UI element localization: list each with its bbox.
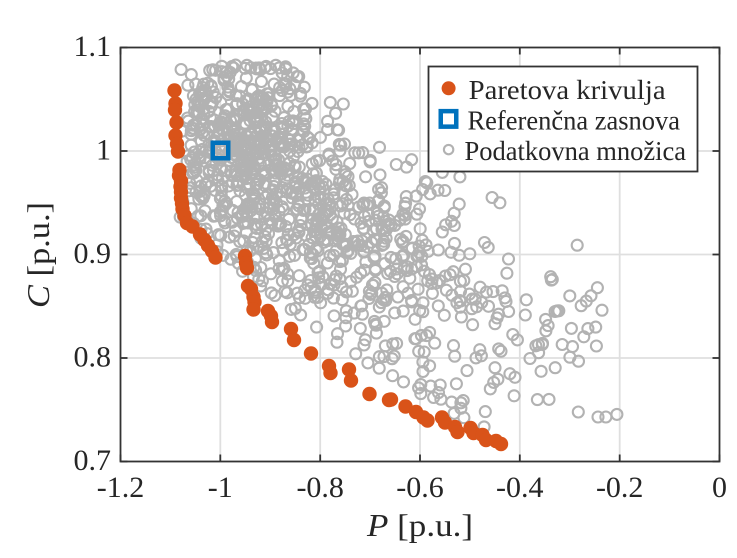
svg-text:-0.2: -0.2: [596, 471, 644, 504]
svg-text:1: 1: [96, 134, 111, 167]
svg-text:P [p.u.]: P [p.u.]: [366, 507, 473, 543]
svg-text:-1: -1: [208, 471, 233, 504]
svg-text:1.1: 1.1: [74, 30, 112, 63]
svg-text:-0.8: -0.8: [296, 471, 344, 504]
svg-text:Referenčna zasnova: Referenčna zasnova: [468, 105, 681, 135]
svg-text:-0.4: -0.4: [496, 471, 544, 504]
svg-text:-0.6: -0.6: [396, 471, 444, 504]
svg-text:0.9: 0.9: [74, 237, 112, 270]
svg-text:C [p.u.]: C [p.u.]: [20, 202, 56, 308]
svg-text:0.8: 0.8: [74, 341, 112, 374]
svg-text:-1.2: -1.2: [97, 471, 145, 504]
svg-text:0: 0: [712, 471, 727, 504]
svg-text:Paretova krivulja: Paretova krivulja: [469, 75, 666, 105]
svg-text:Podatkovna množica: Podatkovna množica: [465, 136, 687, 166]
svg-text:0.7: 0.7: [74, 444, 112, 477]
